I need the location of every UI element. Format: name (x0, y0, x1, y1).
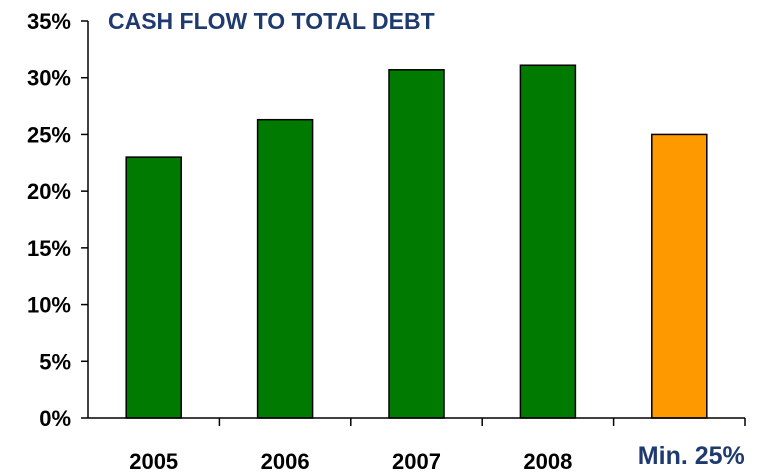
x-category-label: 2008 (523, 449, 572, 474)
y-tick-label: 10% (27, 293, 71, 318)
y-tick-label: 20% (27, 179, 71, 204)
y-tick-label: 35% (27, 9, 71, 34)
chart-title: CASH FLOW TO TOTAL DEBT (108, 8, 435, 34)
y-tick-label: 25% (27, 122, 71, 147)
bar-2008 (519, 64, 577, 419)
x-axis-labels: 2005 2006 2007 2008 Min. 25% (129, 418, 746, 474)
bar-2006 (256, 118, 314, 419)
y-tick-label: 30% (27, 66, 71, 91)
bar-2007 (388, 69, 445, 419)
y-axis-ticks: 0% 5% 10% 15% 20% 25% 30% 35% (27, 9, 88, 431)
x-category-label: 2006 (261, 449, 310, 474)
y-tick-label: 15% (27, 236, 71, 261)
y-tick-label: 0% (39, 406, 71, 431)
x-category-label: 2007 (392, 449, 441, 474)
x-category-label: 2005 (129, 449, 178, 474)
y-tick-label: 5% (39, 349, 71, 374)
bar-2005 (125, 156, 182, 419)
bars (125, 64, 708, 419)
bar-min-25 (651, 133, 708, 419)
x-category-label: Min. 25% (638, 442, 745, 470)
